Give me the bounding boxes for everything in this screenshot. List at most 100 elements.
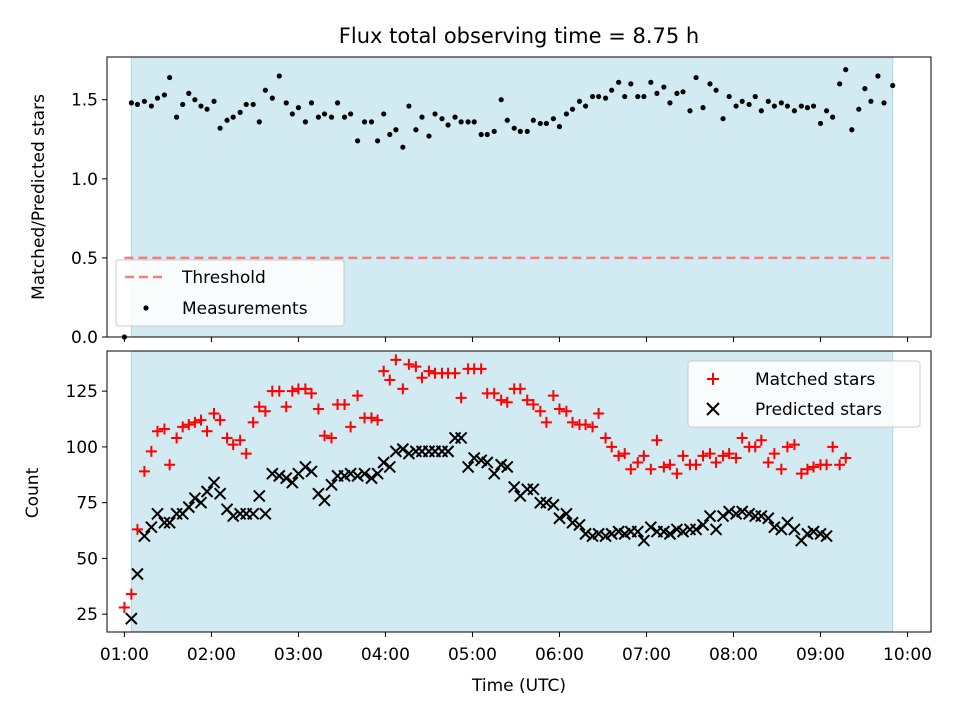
measurement-point	[393, 127, 399, 133]
x-tick-label: 04:00	[361, 645, 410, 665]
measurement-point	[875, 73, 881, 79]
counts-panel-frame	[106, 350, 932, 633]
matched-stars-point	[273, 385, 285, 397]
measurement-point	[445, 122, 451, 128]
measurement-point	[186, 90, 192, 96]
matched-stars-point	[259, 405, 271, 417]
matched-stars-point	[488, 387, 500, 399]
measurement-point	[746, 101, 752, 108]
counts-y-axis-label: Count	[23, 467, 43, 518]
predicted-stars-point	[207, 476, 221, 489]
matched-stars-point	[827, 441, 839, 453]
measurement-point	[308, 100, 315, 106]
predicted-stars-point	[383, 460, 396, 474]
matched-stars-point	[710, 457, 722, 469]
predicted-stars-point	[762, 512, 775, 525]
measurement-point	[862, 86, 868, 92]
measurement-point	[276, 73, 282, 79]
matched-stars-point	[768, 448, 780, 460]
ratio-panel: 0.0 0.5 1.0 1.5 Matched/Predicted stars Thr…	[29, 56, 932, 348]
predicted-stars-point	[299, 460, 312, 474]
measurement-point	[609, 87, 615, 93]
predicted-stars-point	[389, 445, 403, 458]
measurement-point	[635, 93, 641, 100]
x-tick-label: 02:00	[187, 645, 236, 665]
matched-stars-point	[762, 457, 774, 469]
measurement-point	[269, 95, 275, 101]
measurement-point	[141, 98, 148, 104]
matched-stars-point	[801, 463, 813, 475]
measurement-point	[856, 106, 862, 112]
matched-stars-point	[613, 450, 625, 462]
matched-stars-point	[227, 439, 239, 451]
measurement-point	[498, 97, 504, 103]
measurement-point	[262, 87, 268, 93]
y-tick-label: 100	[66, 438, 98, 458]
matched-stars-point	[645, 463, 657, 475]
matched-stars-point	[397, 383, 409, 395]
measurement-point	[295, 105, 302, 111]
predicted-stars-point	[487, 467, 501, 480]
matched-stars-point	[339, 399, 351, 411]
matched-stars-point	[151, 425, 163, 437]
predicted-stars-point	[280, 471, 293, 485]
measurement-point	[837, 81, 843, 87]
measurement-point	[426, 133, 432, 139]
matched-stars-point	[312, 403, 324, 415]
measurement-point	[569, 106, 576, 112]
measurement-point	[198, 103, 204, 109]
matched-stars-point	[658, 461, 670, 473]
measurement-point	[537, 120, 543, 127]
matched-stars-point	[632, 457, 644, 469]
predicted-stars-point	[461, 460, 475, 474]
y-tick-label: 1.0	[71, 170, 98, 190]
measurement-point	[250, 101, 256, 108]
matched-stars-point	[164, 459, 176, 471]
predicted-stars-point	[213, 487, 227, 500]
measurement-point	[739, 98, 745, 104]
measurement-point	[628, 81, 634, 87]
matched-stars-point	[560, 405, 572, 417]
matched-stars-point	[118, 601, 130, 613]
predicted-stars-point	[696, 518, 710, 532]
measurement-point	[556, 124, 563, 130]
matched-stars-point	[171, 432, 183, 444]
predicted-stars-point	[481, 456, 494, 469]
measurement-point	[387, 131, 393, 138]
predicted-stars-point	[305, 465, 318, 478]
matched-stars-point	[475, 363, 487, 375]
measurement-point	[720, 116, 726, 122]
matched-stars-legend-label: Matched stars	[755, 370, 875, 390]
predicted-stars-point	[592, 527, 605, 541]
matched-stars-point	[553, 403, 565, 415]
measurement-point	[224, 117, 230, 123]
x-tick-label: 03:00	[274, 645, 323, 665]
matched-stars-point	[366, 412, 378, 424]
measurement-point	[881, 100, 887, 106]
predicted-stars-point	[689, 523, 703, 536]
matched-stars-point	[145, 445, 157, 457]
matched-stars-point	[253, 401, 265, 413]
measurement-point	[582, 103, 589, 109]
matched-stars-point	[501, 396, 513, 408]
measurement-point	[368, 119, 375, 125]
predicted-stars-point	[441, 445, 455, 458]
y-tick-label: 125	[66, 382, 98, 402]
measurement-point	[413, 127, 419, 133]
measurement-point	[243, 101, 249, 108]
ratio-legend-box	[115, 259, 345, 327]
predicted-stars-point	[560, 507, 573, 521]
measurement-point	[315, 114, 322, 120]
predicted-stars-point	[226, 509, 240, 523]
measurement-point	[823, 108, 830, 114]
matched-stars-point	[587, 421, 599, 433]
matched-stars-point	[808, 461, 820, 473]
matched-stars-point	[600, 432, 612, 444]
measurement-point	[406, 103, 412, 109]
measurements-legend-marker	[143, 305, 149, 311]
predicted-stars-point	[676, 525, 690, 538]
matched-stars-point	[527, 399, 539, 411]
predicted-stars-point	[351, 469, 364, 483]
matched-stars-point	[755, 434, 767, 446]
